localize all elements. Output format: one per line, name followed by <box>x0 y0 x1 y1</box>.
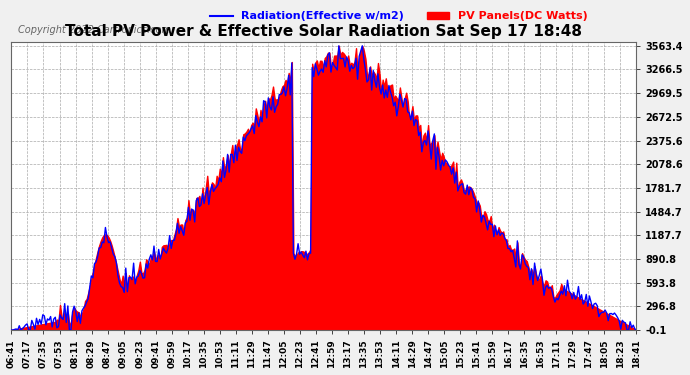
Legend: Radiation(Effective w/m2), PV Panels(DC Watts): Radiation(Effective w/m2), PV Panels(DC … <box>206 7 592 26</box>
Title: Total PV Power & Effective Solar Radiation Sat Sep 17 18:48: Total PV Power & Effective Solar Radiati… <box>66 24 582 39</box>
Text: Copyright 2022 Cartronics.com: Copyright 2022 Cartronics.com <box>18 24 170 34</box>
